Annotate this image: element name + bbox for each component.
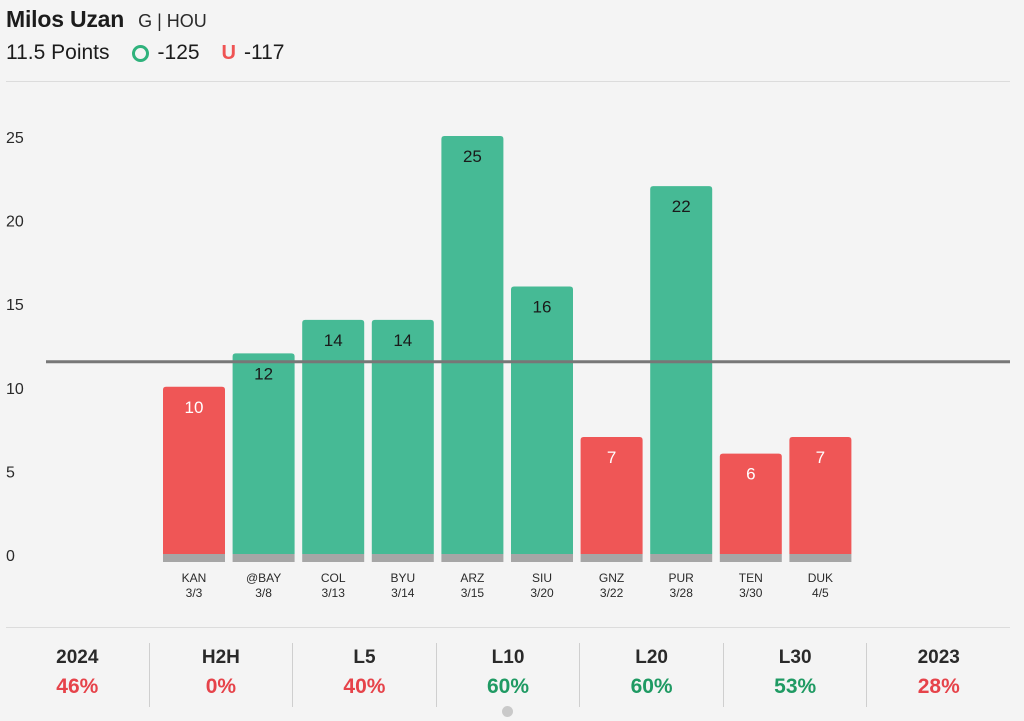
stat-h2h[interactable]: H2H 0%: [150, 643, 294, 707]
stat-label: L5: [353, 647, 376, 668]
bar-value-label: 12: [254, 364, 273, 383]
stat-label: 2024: [56, 647, 99, 668]
header-divider: [6, 81, 1010, 82]
stat-value: 60%: [487, 675, 530, 698]
under-odds[interactable]: U -117: [222, 41, 285, 65]
x-tick-opponent: SIU: [532, 571, 552, 585]
x-tick-date: 3/28: [670, 586, 694, 600]
stat-label: L20: [635, 647, 668, 668]
stat-value: 53%: [774, 675, 817, 698]
bar-KAN: [163, 386, 225, 554]
bar-base: [511, 554, 573, 562]
x-tick-date: 3/13: [322, 586, 346, 600]
bar-base: [232, 554, 295, 562]
bar-PUR: [650, 186, 713, 554]
stat-2024[interactable]: 2024 46%: [6, 643, 150, 707]
x-tick-opponent: TEN: [739, 571, 763, 585]
stat-l10[interactable]: L10 60%: [437, 643, 581, 707]
bar-SIU: [511, 286, 573, 554]
stat-l30[interactable]: L30 53%: [724, 643, 868, 707]
x-tick-date: 4/5: [812, 586, 829, 600]
x-tick-opponent: COL: [321, 571, 346, 585]
y-tick-label: 5: [6, 464, 15, 481]
bar-base: [650, 554, 713, 562]
stat-label: L30: [778, 647, 812, 668]
stat-value: 46%: [56, 675, 99, 698]
bar-DUK: [789, 436, 852, 554]
bar-COL: [302, 319, 365, 554]
bar-base: [789, 554, 852, 562]
prop-line-row: 11.5 Points -125 U -117: [6, 41, 306, 65]
bar-value-label: 7: [816, 448, 825, 467]
y-tick-label: 20: [6, 214, 24, 231]
x-tick-date: 3/15: [461, 586, 485, 600]
player-name: Milos Uzan: [6, 6, 125, 32]
bar-value-label: 7: [607, 448, 616, 467]
x-tick-date: 3/3: [186, 586, 203, 600]
over-odds-value: -125: [157, 41, 200, 64]
bar-value-label: 10: [185, 398, 204, 417]
bar-base: [580, 554, 643, 562]
x-tick-date: 3/20: [530, 586, 554, 600]
stat-label: L10: [491, 647, 525, 668]
bar-value-label: 16: [533, 297, 552, 316]
x-tick-opponent: ARZ: [460, 571, 484, 585]
stat-l5[interactable]: L5 40%: [293, 643, 437, 707]
bar-base: [163, 554, 225, 562]
x-tick-date: 3/14: [391, 586, 415, 600]
bar-GNZ: [580, 436, 643, 554]
bar-base: [719, 554, 782, 562]
stat-label: H2H: [201, 647, 240, 668]
bar-TEN: [719, 453, 782, 554]
bar-value-label: 14: [324, 331, 343, 350]
header: Milos Uzan G | HOU 11.5 Points -125 U -1…: [6, 6, 306, 65]
x-tick-opponent: BYU: [390, 571, 415, 585]
bar-value-label: 25: [463, 147, 482, 166]
page-indicator-dot[interactable]: [502, 706, 513, 717]
bar-ARZ: [441, 136, 504, 554]
x-tick-opponent: KAN: [182, 571, 207, 585]
under-odds-value: -117: [244, 41, 285, 64]
bar-value-label: 14: [393, 331, 412, 350]
y-tick-label: 15: [6, 297, 24, 314]
x-tick-opponent: DUK: [808, 571, 833, 585]
under-u-icon: U: [221, 41, 236, 64]
bar-value-label: 6: [746, 465, 755, 484]
stat-l20[interactable]: L20 60%: [580, 643, 724, 707]
stat-value: 40%: [343, 675, 386, 698]
x-tick-opponent: PUR: [669, 571, 695, 585]
bar-base: [371, 554, 434, 562]
title-row: Milos Uzan G | HOU: [6, 6, 306, 33]
over-odds[interactable]: -125: [131, 41, 200, 65]
hit-rate-stats: 2024 46% H2H 0% L5 40% L10 60% L20 60% L30 53% 2023 2…: [6, 643, 1010, 707]
stat-2023[interactable]: 2023 28%: [867, 643, 1010, 707]
bar-value-label: 22: [672, 197, 691, 216]
bar-BYU: [371, 319, 434, 554]
stats-divider: [6, 627, 1010, 628]
stat-value: 0%: [205, 675, 237, 698]
x-tick-opponent: GNZ: [599, 571, 624, 585]
bar-@BAY: [232, 353, 295, 554]
x-tick-date: 3/22: [600, 586, 624, 600]
bar-base: [302, 554, 365, 562]
y-tick-label: 10: [6, 381, 24, 398]
over-circle-icon: [131, 44, 149, 62]
stat-label: 2023: [917, 647, 960, 668]
x-tick-opponent: @BAY: [246, 571, 281, 585]
player-position-team: G | HOU: [138, 11, 207, 31]
bar-base: [441, 554, 504, 562]
x-tick-date: 3/30: [739, 586, 763, 600]
stat-value: 60%: [630, 675, 673, 698]
y-tick-label: 0: [6, 548, 15, 565]
y-tick-label: 25: [6, 130, 24, 147]
x-tick-date: 3/8: [255, 586, 272, 600]
stat-value: 28%: [917, 675, 960, 698]
prop-line-label: 11.5 Points: [6, 41, 110, 64]
